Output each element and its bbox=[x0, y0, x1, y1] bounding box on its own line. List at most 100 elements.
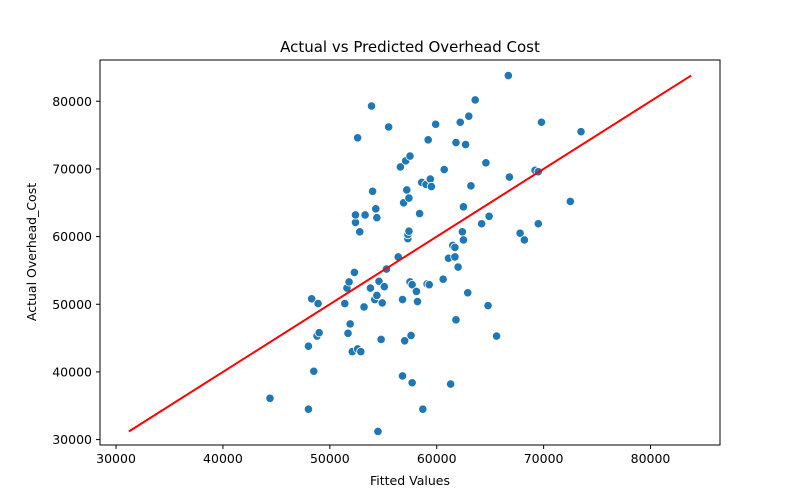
data-point bbox=[491, 331, 502, 341]
data-point bbox=[460, 139, 471, 150]
data-point bbox=[464, 111, 474, 121]
data-point bbox=[344, 277, 354, 287]
data-point bbox=[565, 196, 575, 207]
data-point bbox=[576, 127, 586, 137]
data-point bbox=[303, 404, 314, 414]
data-point bbox=[451, 137, 461, 148]
data-point bbox=[466, 181, 476, 191]
data-point bbox=[457, 227, 467, 237]
data-point bbox=[313, 298, 323, 309]
data-point bbox=[397, 294, 408, 305]
x-tick-label: 50000 bbox=[310, 451, 350, 466]
data-point bbox=[446, 379, 456, 389]
data-point bbox=[395, 162, 405, 172]
data-point bbox=[425, 174, 435, 184]
data-point bbox=[377, 298, 387, 308]
data-point bbox=[451, 315, 461, 325]
x-tick-label: 70000 bbox=[524, 451, 564, 466]
data-point bbox=[374, 276, 384, 286]
data-point bbox=[373, 426, 383, 437]
y-axis-title: Actual Overhead_Cost bbox=[24, 183, 39, 321]
data-point bbox=[402, 185, 412, 195]
data-point bbox=[404, 226, 414, 236]
data-point bbox=[426, 181, 436, 192]
data-point bbox=[450, 252, 460, 262]
x-tick-label: 80000 bbox=[631, 451, 671, 466]
y-axis: 30000 40000 50000 60000 70000 80000 bbox=[52, 94, 100, 447]
data-point bbox=[415, 208, 425, 219]
chart-title: Actual vs Predicted Overhead Cost bbox=[280, 38, 540, 56]
y-tick-label: 30000 bbox=[52, 432, 92, 447]
data-point bbox=[349, 267, 360, 278]
data-point bbox=[376, 334, 386, 345]
x-tick-label: 30000 bbox=[96, 451, 136, 466]
y-tick-label: 60000 bbox=[52, 229, 92, 244]
data-point bbox=[366, 101, 377, 111]
data-point bbox=[345, 319, 355, 329]
data-point bbox=[360, 210, 370, 220]
data-point bbox=[353, 133, 363, 143]
data-point bbox=[536, 117, 547, 127]
data-point bbox=[470, 95, 480, 105]
data-point bbox=[359, 302, 369, 312]
data-point bbox=[371, 204, 381, 214]
x-axis: 30000 40000 50000 60000 70000 80000 bbox=[96, 445, 670, 466]
plot-area-frame bbox=[99, 59, 721, 446]
data-point bbox=[455, 117, 465, 127]
data-point bbox=[397, 371, 408, 381]
data-point bbox=[481, 158, 491, 168]
data-point bbox=[309, 366, 319, 376]
data-point bbox=[340, 298, 350, 309]
data-point bbox=[412, 296, 423, 307]
data-point bbox=[343, 328, 353, 338]
data-point bbox=[458, 202, 469, 212]
data-point bbox=[424, 280, 434, 290]
data-point bbox=[307, 294, 317, 304]
data-point bbox=[515, 228, 525, 238]
fit-line bbox=[128, 74, 692, 433]
data-point bbox=[439, 165, 449, 175]
data-point bbox=[438, 274, 448, 284]
data-point bbox=[477, 219, 487, 229]
points-layer bbox=[265, 70, 586, 437]
data-point bbox=[533, 219, 543, 229]
data-point bbox=[384, 122, 394, 132]
data-point bbox=[372, 290, 382, 301]
fit-line-layer bbox=[128, 74, 692, 433]
data-point bbox=[483, 301, 493, 311]
data-point bbox=[365, 283, 376, 293]
data-point bbox=[423, 135, 433, 145]
x-tick-label: 60000 bbox=[417, 451, 457, 466]
data-point bbox=[314, 328, 324, 338]
data-point bbox=[503, 70, 513, 81]
y-tick-label: 50000 bbox=[52, 297, 92, 312]
x-axis-title: Fitted Values bbox=[370, 473, 450, 488]
data-point bbox=[379, 282, 389, 292]
data-point bbox=[519, 235, 529, 245]
data-point bbox=[418, 404, 428, 414]
y-tick-label: 70000 bbox=[52, 161, 92, 176]
data-point bbox=[407, 280, 417, 290]
data-point bbox=[463, 288, 473, 298]
data-point bbox=[407, 378, 417, 388]
data-point bbox=[400, 336, 410, 346]
data-point bbox=[453, 262, 463, 272]
data-point bbox=[405, 151, 415, 161]
data-point bbox=[458, 235, 469, 245]
data-point bbox=[484, 211, 494, 221]
data-point bbox=[303, 341, 314, 351]
data-point bbox=[372, 213, 382, 223]
data-point bbox=[350, 210, 361, 220]
data-point bbox=[411, 286, 422, 297]
y-tick-label: 40000 bbox=[52, 364, 92, 379]
data-point bbox=[356, 347, 366, 357]
data-point bbox=[504, 172, 515, 182]
data-point bbox=[355, 227, 365, 237]
data-point bbox=[404, 193, 414, 203]
x-tick-label: 40000 bbox=[203, 451, 243, 466]
y-tick-label: 80000 bbox=[52, 94, 92, 109]
data-point bbox=[450, 242, 460, 253]
data-point bbox=[265, 393, 275, 403]
